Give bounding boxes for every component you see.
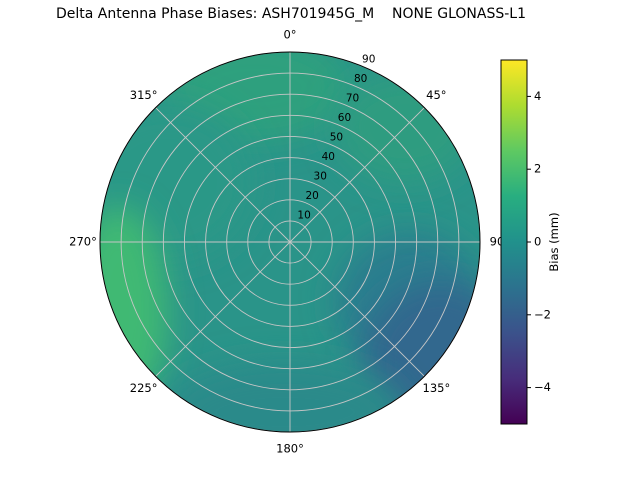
angular-grid-spoke [289, 107, 425, 243]
polar-outline [99, 51, 481, 433]
colorbar-tick-label: −2 [534, 307, 551, 321]
bias-region [362, 282, 480, 432]
radial-tick-label: 10 [297, 209, 310, 221]
angular-tick-label: 225° [130, 381, 158, 395]
angular-tick-label: 45° [426, 88, 446, 102]
angular-tick-label: 0° [283, 28, 296, 42]
colorbar-tick-label: −4 [534, 380, 551, 394]
colorbar-tick-label: 0 [534, 235, 541, 249]
colorbar: 4 2 0 −2 −4 Bias (mm) [500, 59, 561, 425]
colorbar-tick-label: 4 [534, 89, 541, 103]
colorbar-axis-label: Bias (mm) [547, 212, 561, 271]
angular-tick-label: 315° [130, 88, 158, 102]
bias-region [165, 362, 405, 432]
angular-tick-label: 270° [69, 235, 97, 249]
radial-tick-label: 40 [322, 151, 335, 163]
polar-grid [99, 51, 481, 433]
angular-grid-spoke [155, 241, 291, 377]
radial-tick-label: 80 [354, 73, 367, 85]
radial-tick-label: 70 [346, 92, 359, 104]
angular-tick-label: 135° [423, 381, 451, 395]
angular-grid-spoke [155, 107, 291, 243]
radial-tick-label: 20 [305, 190, 318, 202]
angular-tick-label: 180° [276, 442, 304, 456]
colorbar-tick-label: 2 [534, 162, 541, 176]
colorbar-gradient [500, 59, 528, 425]
radial-tick-label: 50 [330, 131, 343, 143]
radial-tick-label: 60 [338, 112, 351, 124]
radial-tick-label: 30 [314, 170, 327, 182]
radial-tick-label: 90 [362, 53, 375, 65]
chart-title: Delta Antenna Phase Biases: ASH701945G_M… [56, 6, 526, 22]
angular-grid-spoke [289, 241, 425, 377]
